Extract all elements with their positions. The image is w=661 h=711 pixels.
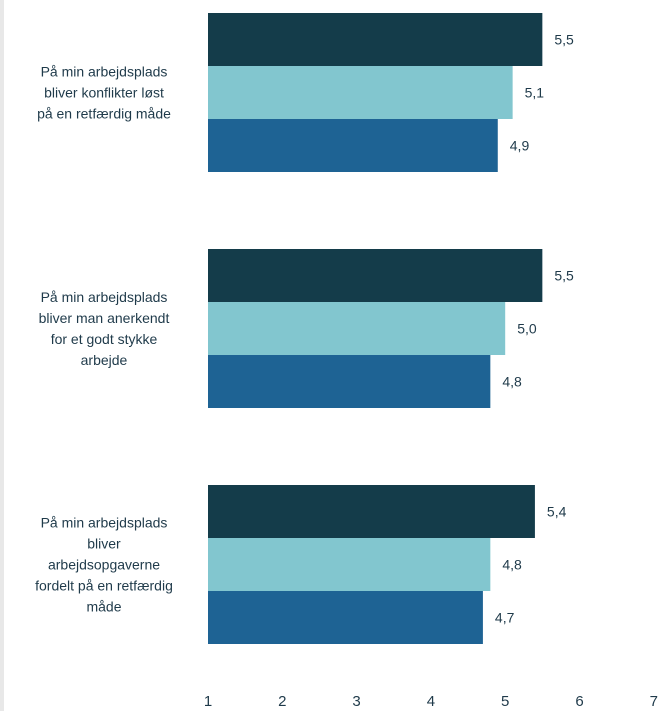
x-tick-label-7: 7: [650, 693, 658, 710]
category-label-line: bliver konflikter løst: [44, 85, 164, 101]
x-tick-label-6: 6: [575, 693, 583, 710]
value-label-group1-series1: 5,5: [554, 32, 574, 48]
bar-group2-series1: [208, 249, 543, 302]
bar-group2-series2: [208, 302, 506, 355]
x-tick-label-2: 2: [278, 693, 286, 710]
value-label-group3-series2: 4,8: [502, 557, 522, 573]
category-label-line: På min arbejdsplads: [41, 289, 168, 305]
bar-group3-series2: [208, 538, 491, 591]
chart-panel: 5,5 5,1 4,9 På min arbejdsplads bliver konfl…: [4, 0, 661, 711]
value-label-group3-series1: 5,4: [547, 504, 567, 520]
bar-chart: 5,5 5,1 4,9 På min arbejdsplads bliver konfl…: [35, 13, 658, 710]
category-label-line: arbejde: [81, 352, 128, 368]
x-tick-label-3: 3: [352, 693, 360, 710]
category-label-line: måde: [86, 599, 121, 615]
category-label-line: fordelt på en retfærdig: [35, 578, 173, 594]
x-tick-label-5: 5: [501, 693, 509, 710]
value-label-group3-series3: 4,7: [495, 610, 515, 626]
category-label-line: for et godt stykke: [51, 331, 158, 347]
value-label-group2-series1: 5,5: [554, 268, 574, 284]
category-label-2: På min arbejdsplads bliver man anerkendt f…: [39, 289, 170, 368]
bar-group1-series1: [208, 13, 543, 66]
bar-group3-series3: [208, 591, 483, 644]
value-label-group1-series2: 5,1: [525, 85, 545, 101]
x-tick-label-1: 1: [204, 693, 212, 710]
category-label-line: bliver: [87, 536, 121, 552]
category-label-line: arbejdsopgaverne: [48, 557, 160, 573]
bar-group1-series2: [208, 66, 513, 119]
category-label-line: bliver man anerkendt: [39, 310, 170, 326]
category-label-3: På min arbejdsplads bliver arbejdsopgavern…: [35, 515, 173, 615]
value-label-group2-series3: 4,8: [502, 374, 522, 390]
category-label-line: På min arbejdsplads: [41, 64, 168, 80]
value-label-group2-series2: 5,0: [517, 321, 537, 337]
value-label-group1-series3: 4,9: [510, 138, 530, 154]
category-label-1: På min arbejdsplads bliver konflikter løs…: [37, 64, 171, 122]
bar-group3-series1: [208, 485, 535, 538]
category-label-line: På min arbejdsplads: [41, 515, 168, 531]
category-label-line: på en retfærdig måde: [37, 106, 171, 122]
bar-group2-series3: [208, 355, 491, 408]
x-tick-label-4: 4: [427, 693, 435, 710]
bar-group1-series3: [208, 119, 498, 172]
